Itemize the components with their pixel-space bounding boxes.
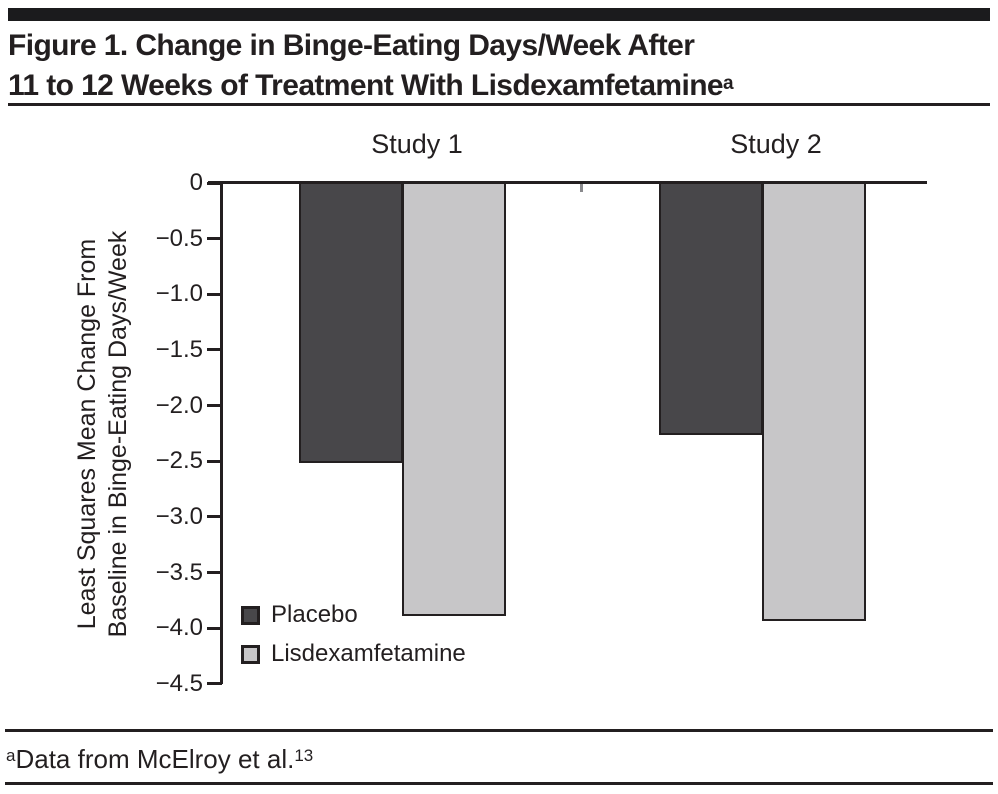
legend-item-lisdexamfetamine: Lisdexamfetamine [241, 639, 466, 669]
y-axis-tick [207, 571, 222, 575]
figure-title-line1: Figure 1. Change in Binge-Eating Days/We… [8, 29, 695, 62]
y-axis-tick [207, 348, 222, 352]
category-label-study1: Study 1 [371, 129, 463, 159]
x-axis-baseline [208, 181, 927, 184]
legend-item-placebo: Placebo [241, 600, 466, 630]
bar-study2-placebo [659, 182, 763, 436]
y-axis-tick [207, 515, 222, 519]
y-axis-tick-label: −4.0 [155, 614, 203, 642]
bar-study1-lisdexamfetamine [402, 182, 506, 616]
y-axis-tick [207, 237, 222, 241]
placebo-swatch-icon [241, 605, 260, 625]
footnote-reference: 13 [294, 746, 314, 765]
footnote: aData from McElroy et al.13 [6, 740, 986, 775]
y-axis-tick [207, 459, 222, 463]
bar-study1-placebo [299, 182, 403, 464]
y-axis-tick-label: −4.5 [155, 669, 203, 697]
legend: Placebo Lisdexamfetamine [241, 600, 466, 678]
y-axis-line [220, 181, 223, 684]
category-divider-tick [580, 184, 583, 192]
footnote-superscript: a [6, 746, 16, 765]
lisdexamfetamine-swatch-icon [241, 644, 260, 664]
y-axis-tick [207, 292, 222, 296]
y-axis-tick [207, 682, 222, 686]
figure-title-superscript: a [723, 73, 734, 94]
title-divider-rule [8, 103, 990, 106]
legend-label-lisdexamfetamine: Lisdexamfetamine [271, 640, 466, 667]
y-axis-tick-label: −2.0 [155, 391, 203, 419]
y-axis-tick-label: −1.0 [155, 280, 203, 308]
top-rule [8, 8, 990, 21]
y-axis-tick-label: −3.5 [155, 558, 203, 586]
y-axis-tick-label: −3.0 [155, 502, 203, 530]
bar-chart: Study 1 Study 2 [0, 110, 998, 720]
footnote-text: Data from McElroy et al. [15, 744, 295, 774]
y-axis-tick [207, 626, 222, 630]
y-axis-tick-label: 0 [189, 169, 203, 196]
bar-study2-lisdexamfetamine [762, 182, 866, 622]
y-axis-tick-label: −1.5 [155, 335, 203, 363]
y-axis-title-line1: Least Squares Mean Change From [73, 238, 101, 630]
y-axis-tick-label: −0.5 [155, 224, 203, 252]
figure-title: Figure 1. Change in Binge-Eating Days/We… [8, 27, 988, 105]
footnote-bottom-rule [5, 782, 993, 785]
category-label-study2: Study 2 [730, 129, 822, 159]
y-axis-tick [207, 404, 222, 408]
footnote-top-rule [5, 729, 993, 732]
legend-label-placebo: Placebo [271, 601, 358, 628]
figure-title-line2: 11 to 12 Weeks of Treatment With Lisdexa… [8, 69, 724, 102]
y-axis-tick [207, 181, 222, 185]
y-axis-tick-label: −2.5 [155, 447, 203, 475]
